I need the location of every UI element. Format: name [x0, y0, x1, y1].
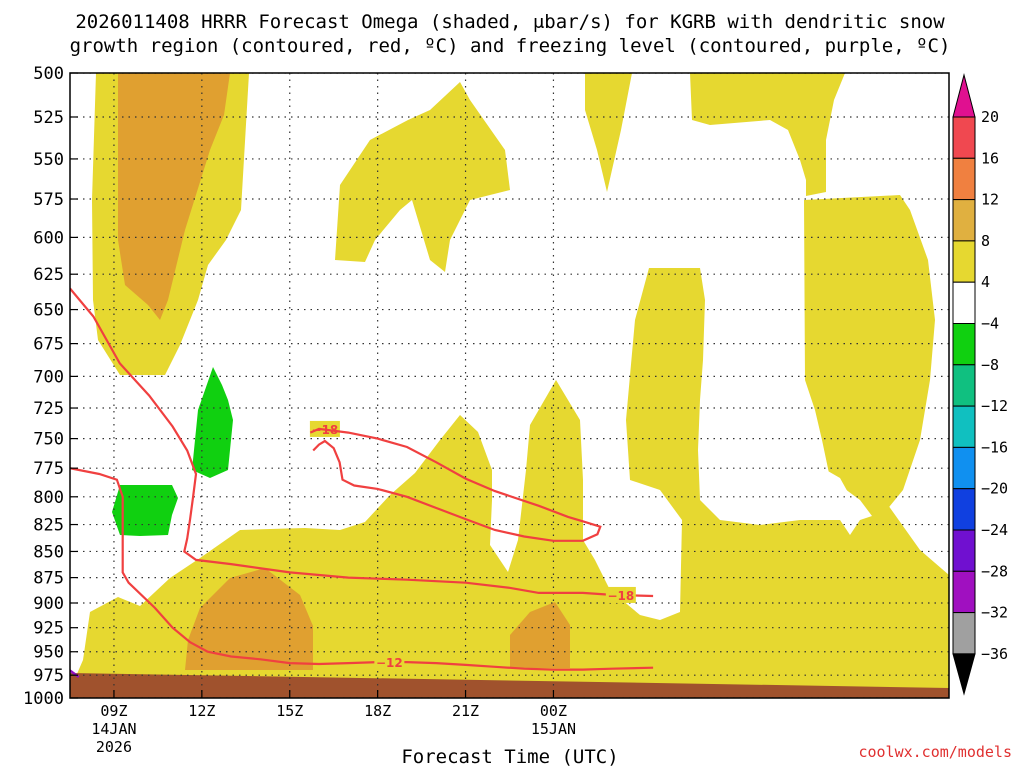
colorbar-swatch	[952, 529, 976, 572]
colorbar-swatch	[952, 240, 976, 283]
x-tick-label: 00Z	[540, 702, 567, 720]
colorbar-label: −36	[981, 645, 1008, 663]
colorbar-swatch	[952, 157, 976, 201]
y-tick-label: 950	[33, 643, 64, 663]
y-tick-label: 675	[33, 335, 64, 355]
dgz-contour-line	[70, 467, 654, 671]
colorbar-label: 8	[981, 232, 990, 250]
colorbar-swatch	[952, 446, 976, 490]
y-tick-label: 850	[33, 542, 64, 562]
colorbar-swatch	[952, 116, 976, 159]
y-tick-label: 875	[33, 569, 64, 589]
y-tick-label: 600	[33, 228, 64, 248]
omega-region-positive	[335, 82, 510, 272]
x-tick-label: 12Z	[188, 702, 215, 720]
colorbar-label: −24	[981, 521, 1008, 539]
colorbar-label: −12	[981, 397, 1008, 415]
colorbar: 20 16 12 8 4 −4 −8 −12 −16 −20 −24 −28 −32 −36	[952, 73, 1008, 696]
colorbar-swatch	[952, 612, 976, 655]
omega-region-positive	[690, 73, 845, 196]
y-tick-label: 975	[33, 666, 64, 686]
plot-area: −18−18−12	[70, 73, 949, 698]
x-tick-label: 2026	[96, 738, 132, 756]
y-tick-label: 650	[33, 301, 64, 321]
colorbar-bottom-arrow	[952, 653, 976, 696]
omega-region-negative	[112, 485, 178, 536]
y-tick-label: 500	[33, 64, 64, 84]
contour-label-bg	[605, 586, 636, 603]
y-tick-label: 625	[33, 265, 64, 285]
omega-region-negative	[192, 367, 233, 478]
colorbar-label: 20	[981, 108, 999, 126]
dgz-contour-line	[70, 287, 654, 598]
omega-region-positive	[185, 568, 313, 670]
colorbar-swatch	[952, 323, 976, 366]
colorbar-label: 12	[981, 191, 999, 209]
omega-region-positive	[585, 73, 632, 192]
x-tick-label: 09Z	[100, 702, 127, 720]
colorbar-label: −8	[981, 356, 999, 374]
credit-text: coolwx.com/models	[858, 743, 1012, 761]
y-tick-label: 775	[33, 459, 64, 479]
dgz-contour-label: −12	[376, 656, 403, 670]
y-tick-label: 550	[33, 150, 64, 170]
x-axis-label: Forecast Time (UTC)	[401, 746, 618, 768]
chart-title-line2: growth region (contoured, red, ºC) and f…	[70, 35, 951, 57]
x-tick-label: 21Z	[452, 702, 479, 720]
chart-title-line1: 2026011408 HRRR Forecast Omega (shaded, …	[75, 11, 945, 33]
colorbar-label: 16	[981, 149, 999, 167]
y-tick-label: 750	[33, 430, 64, 450]
contours: −18−18−12	[70, 287, 654, 678]
colorbar-label: −28	[981, 562, 1008, 580]
plot-frame	[69, 72, 950, 699]
colorbar-swatch	[952, 199, 976, 242]
colorbar-swatch	[952, 405, 976, 448]
colorbar-swatch	[952, 488, 976, 531]
colorbar-label: −20	[981, 480, 1008, 498]
y-tick-label: 925	[33, 619, 64, 639]
x-tick-label: 14JAN	[91, 720, 136, 738]
y-tick-label: 900	[33, 594, 64, 614]
colorbar-swatch	[952, 570, 976, 614]
colorbar-label: −16	[981, 438, 1008, 456]
colorbar-swatch	[952, 364, 976, 407]
dgz-contour-line	[309, 427, 602, 542]
colorbar-label: −4	[981, 315, 999, 333]
y-tick-label: 825	[33, 516, 64, 536]
y-axis: 500 525 550 575 600 625 650 675 700 725 750 775 800 8…	[23, 64, 78, 709]
colorbar-label: −32	[981, 604, 1008, 622]
dgz-contour-label: −18	[607, 589, 634, 603]
contour-label-bg	[374, 654, 405, 671]
colorbar-top-arrow	[952, 73, 976, 118]
x-tick-label: 15JAN	[531, 720, 576, 738]
freezing-level-contour	[70, 669, 80, 678]
x-tick-label: 18Z	[364, 702, 391, 720]
y-tick-label: 725	[33, 399, 64, 419]
omega-region-positive	[118, 73, 230, 320]
y-tick-label: 525	[33, 108, 64, 128]
y-tick-label: 1000	[23, 689, 64, 709]
x-tick-label: 15Z	[276, 702, 303, 720]
y-tick-label: 575	[33, 190, 64, 210]
colorbar-swatch	[952, 281, 976, 325]
y-tick-label: 700	[33, 367, 64, 387]
colorbar-label: 4	[981, 273, 990, 291]
omega-region-positive	[706, 455, 855, 520]
y-tick-label: 800	[33, 488, 64, 508]
